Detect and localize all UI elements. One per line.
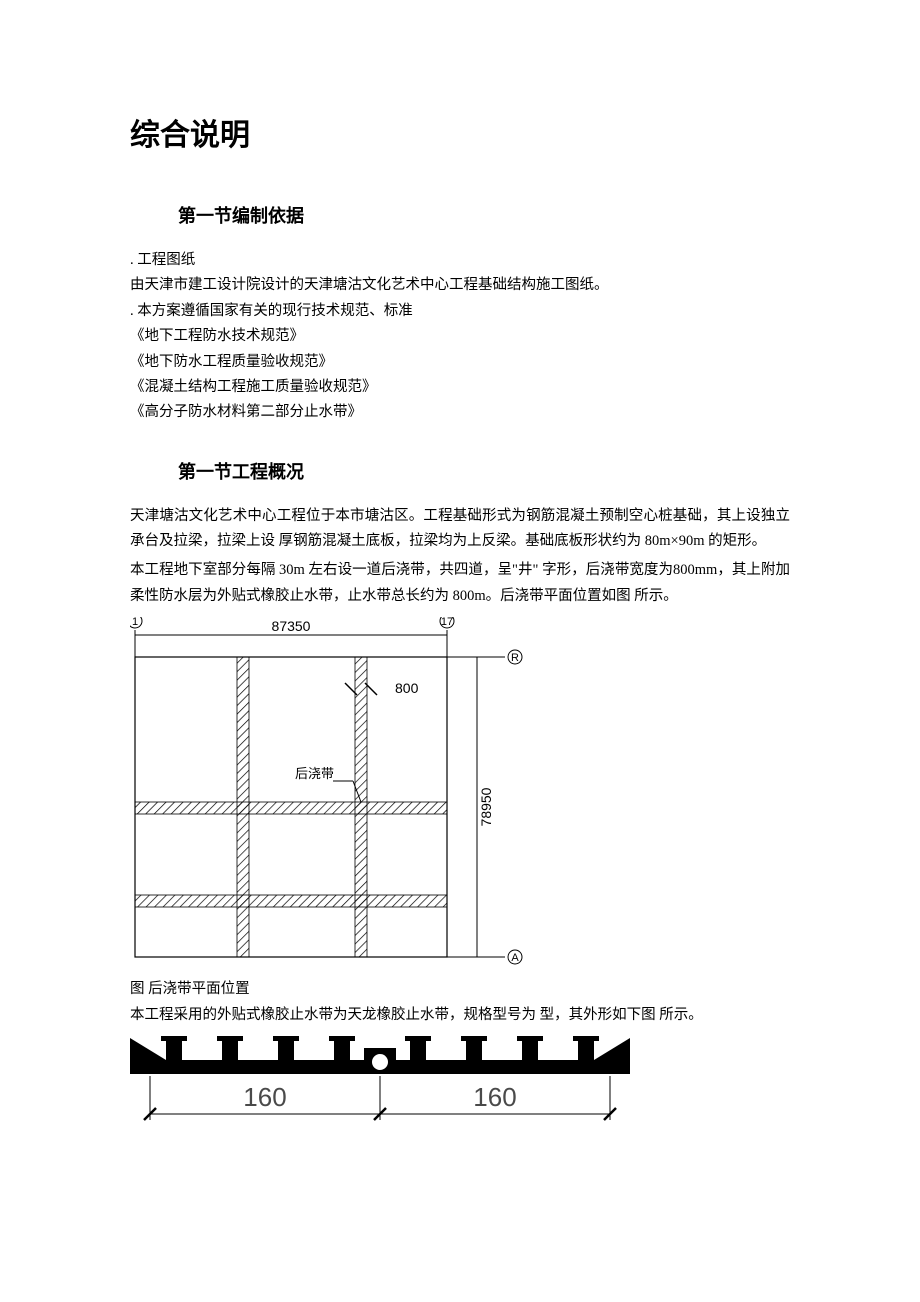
- plan-caption: 图 后浇带平面位置: [130, 977, 790, 1002]
- basis-spec-4: 《高分子防水材料第二部分止水带》: [130, 400, 790, 425]
- document-page: 综合说明 第一节编制依据 . 工程图纸 由天津市建工设计院设计的天津塘沽文化艺术…: [0, 0, 920, 1302]
- svg-text:后浇带: 后浇带: [295, 766, 334, 781]
- overview-p3: 本工程采用的外贴式橡胶止水带为天龙橡胶止水带，规格型号为 型，其外形如下图 所示…: [130, 1003, 790, 1028]
- svg-text:78950: 78950: [478, 788, 494, 827]
- profile-diagram-wrap: 160 160: [130, 1036, 790, 1136]
- svg-text:1: 1: [132, 617, 138, 628]
- svg-text:87350: 87350: [272, 618, 311, 634]
- profile-diagram: 160 160: [130, 1036, 630, 1136]
- basis-spec-1: 《地下工程防水技术规范》: [130, 324, 790, 349]
- overview-p2: 本工程地下室部分每隔 30m 左右设一道后浇带，共四道，呈"井" 字形，后浇带宽…: [130, 558, 790, 609]
- section-heading-basis: 第一节编制依据: [178, 202, 790, 228]
- overview-p1: 天津塘沽文化艺术中心工程位于本市塘沽区。工程基础形式为钢筋混凝土预制空心桩基础，…: [130, 504, 790, 555]
- svg-text:A: A: [511, 952, 519, 964]
- page-title: 综合说明: [130, 110, 790, 154]
- svg-text:17: 17: [441, 617, 453, 628]
- basis-line-2: 由天津市建工设计院设计的天津塘沽文化艺术中心工程基础结构施工图纸。: [130, 273, 790, 298]
- basis-line-3: . 本方案遵循国家有关的现行技术规范、标准: [130, 299, 790, 324]
- svg-text:160: 160: [243, 1082, 286, 1112]
- basis-spec-2: 《地下防水工程质量验收规范》: [130, 350, 790, 375]
- section-basis: 第一节编制依据 . 工程图纸 由天津市建工设计院设计的天津塘沽文化艺术中心工程基…: [130, 202, 790, 426]
- svg-text:160: 160: [473, 1082, 516, 1112]
- plan-diagram-wrap: 87350 1 17 78950 R A 800 后浇带: [130, 617, 790, 977]
- svg-text:800: 800: [395, 680, 419, 696]
- svg-text:R: R: [511, 652, 519, 664]
- basis-line-1: . 工程图纸: [130, 248, 790, 273]
- section-heading-overview: 第一节工程概况: [178, 458, 790, 484]
- section-overview: 第一节工程概况 天津塘沽文化艺术中心工程位于本市塘沽区。工程基础形式为钢筋混凝土…: [130, 458, 790, 1136]
- basis-spec-3: 《混凝土结构工程施工质量验收规范》: [130, 375, 790, 400]
- plan-diagram: 87350 1 17 78950 R A 800 后浇带: [130, 617, 530, 977]
